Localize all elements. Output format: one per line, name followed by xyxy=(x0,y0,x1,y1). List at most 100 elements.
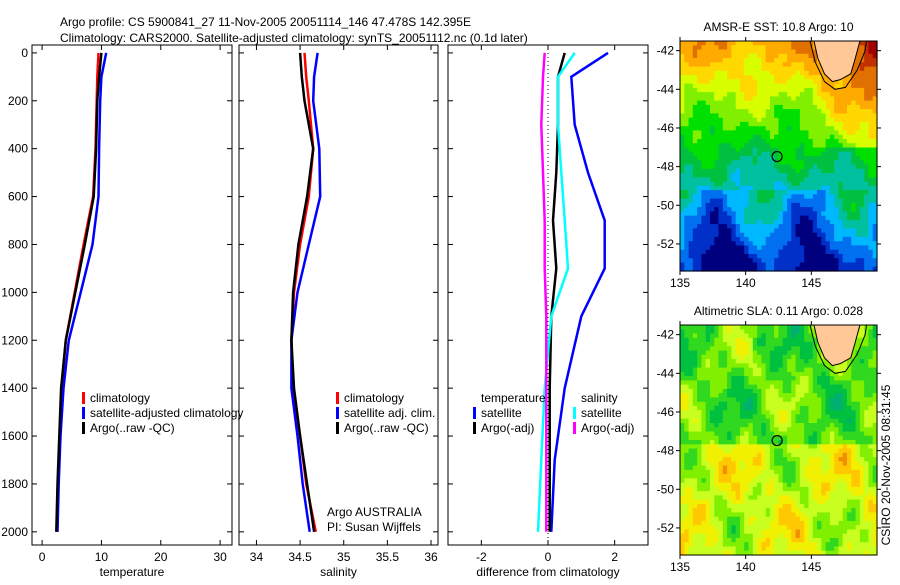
map-cell xyxy=(723,143,728,148)
map-cell xyxy=(740,334,745,339)
map-cell xyxy=(689,258,694,263)
map-cell xyxy=(706,96,711,101)
map-cell xyxy=(826,491,831,496)
map-cell xyxy=(796,351,801,356)
map-cell xyxy=(744,50,749,55)
map-cell xyxy=(770,190,775,195)
map-cell xyxy=(689,177,694,182)
map-cell xyxy=(689,457,694,462)
map-cell xyxy=(714,359,719,364)
map-cell xyxy=(757,45,762,50)
map-cell xyxy=(710,478,715,483)
map-cell xyxy=(710,483,715,488)
map-cell xyxy=(809,84,814,89)
map-cell xyxy=(727,495,732,500)
map-cell xyxy=(689,512,694,517)
map-cell xyxy=(680,470,685,475)
map-cell xyxy=(684,211,689,216)
map-cell xyxy=(744,169,749,174)
map-cell xyxy=(701,165,706,170)
map-cell xyxy=(757,58,762,63)
map-cell xyxy=(817,177,822,182)
map-cell xyxy=(843,491,848,496)
map-cell xyxy=(736,393,741,398)
map-cell xyxy=(757,512,762,517)
map-cell xyxy=(804,529,809,534)
map-cell xyxy=(740,338,745,343)
map-cell xyxy=(761,470,766,475)
map-cell xyxy=(736,156,741,161)
map-cell xyxy=(727,216,732,221)
map-cell xyxy=(826,444,831,449)
y-tick-label: -44 xyxy=(657,82,675,96)
map-cell xyxy=(680,118,685,123)
map-cell xyxy=(860,41,865,46)
map-cell xyxy=(860,122,865,127)
map-cell xyxy=(813,67,818,72)
map-cell xyxy=(766,220,771,225)
map-cell xyxy=(727,101,732,106)
map-cell xyxy=(706,397,711,402)
map-cell xyxy=(856,414,861,419)
map-cell xyxy=(800,385,805,390)
map-cell xyxy=(826,389,831,394)
map-cell xyxy=(851,135,856,140)
map-cell xyxy=(710,436,715,441)
map-cell xyxy=(744,101,749,106)
map-cell xyxy=(851,203,856,208)
map-cell xyxy=(693,126,698,131)
map-cell xyxy=(783,529,788,534)
map-cell xyxy=(839,491,844,496)
map-cell xyxy=(791,250,796,255)
map-cell xyxy=(830,194,835,199)
map-cell xyxy=(804,414,809,419)
map-cell xyxy=(736,96,741,101)
map-cell xyxy=(860,457,865,462)
map-cell xyxy=(680,495,685,500)
map-cell xyxy=(766,194,771,199)
map-cell xyxy=(727,504,732,509)
map-cell xyxy=(727,440,732,445)
map-cell xyxy=(753,504,758,509)
map-cell xyxy=(723,389,728,394)
map-cell xyxy=(860,500,865,505)
map-cell xyxy=(684,228,689,233)
map-cell xyxy=(800,216,805,221)
map-cell xyxy=(706,538,711,543)
map-cell xyxy=(800,461,805,466)
map-cell xyxy=(693,148,698,153)
map-cell xyxy=(821,466,826,471)
map-cell xyxy=(731,495,736,500)
map-cell xyxy=(817,495,822,500)
map-cell xyxy=(744,423,749,428)
map-cell xyxy=(864,58,869,63)
map-cell xyxy=(684,478,689,483)
map-cell xyxy=(851,160,856,165)
map-cell xyxy=(800,449,805,454)
map-cell xyxy=(826,376,831,381)
map-cell xyxy=(834,186,839,191)
map-cell xyxy=(783,414,788,419)
map-cell xyxy=(830,233,835,238)
map-cell xyxy=(727,130,732,135)
map-cell xyxy=(697,470,702,475)
map-cell xyxy=(723,96,728,101)
map-cell xyxy=(830,224,835,229)
map-cell xyxy=(723,241,728,246)
map-cell xyxy=(753,228,758,233)
map-cell xyxy=(800,325,805,330)
map-cell xyxy=(680,224,685,229)
map-cell xyxy=(761,169,766,174)
map-cell xyxy=(714,143,719,148)
map-cell xyxy=(843,389,848,394)
map-cell xyxy=(753,338,758,343)
map-cell xyxy=(740,457,745,462)
x-tick-label: 10 xyxy=(95,550,109,564)
map-cell xyxy=(680,207,685,212)
map-cell xyxy=(791,237,796,242)
map-cell xyxy=(714,216,719,221)
map-cell xyxy=(774,41,779,46)
map-cell xyxy=(714,491,719,496)
map-cell xyxy=(697,224,702,229)
